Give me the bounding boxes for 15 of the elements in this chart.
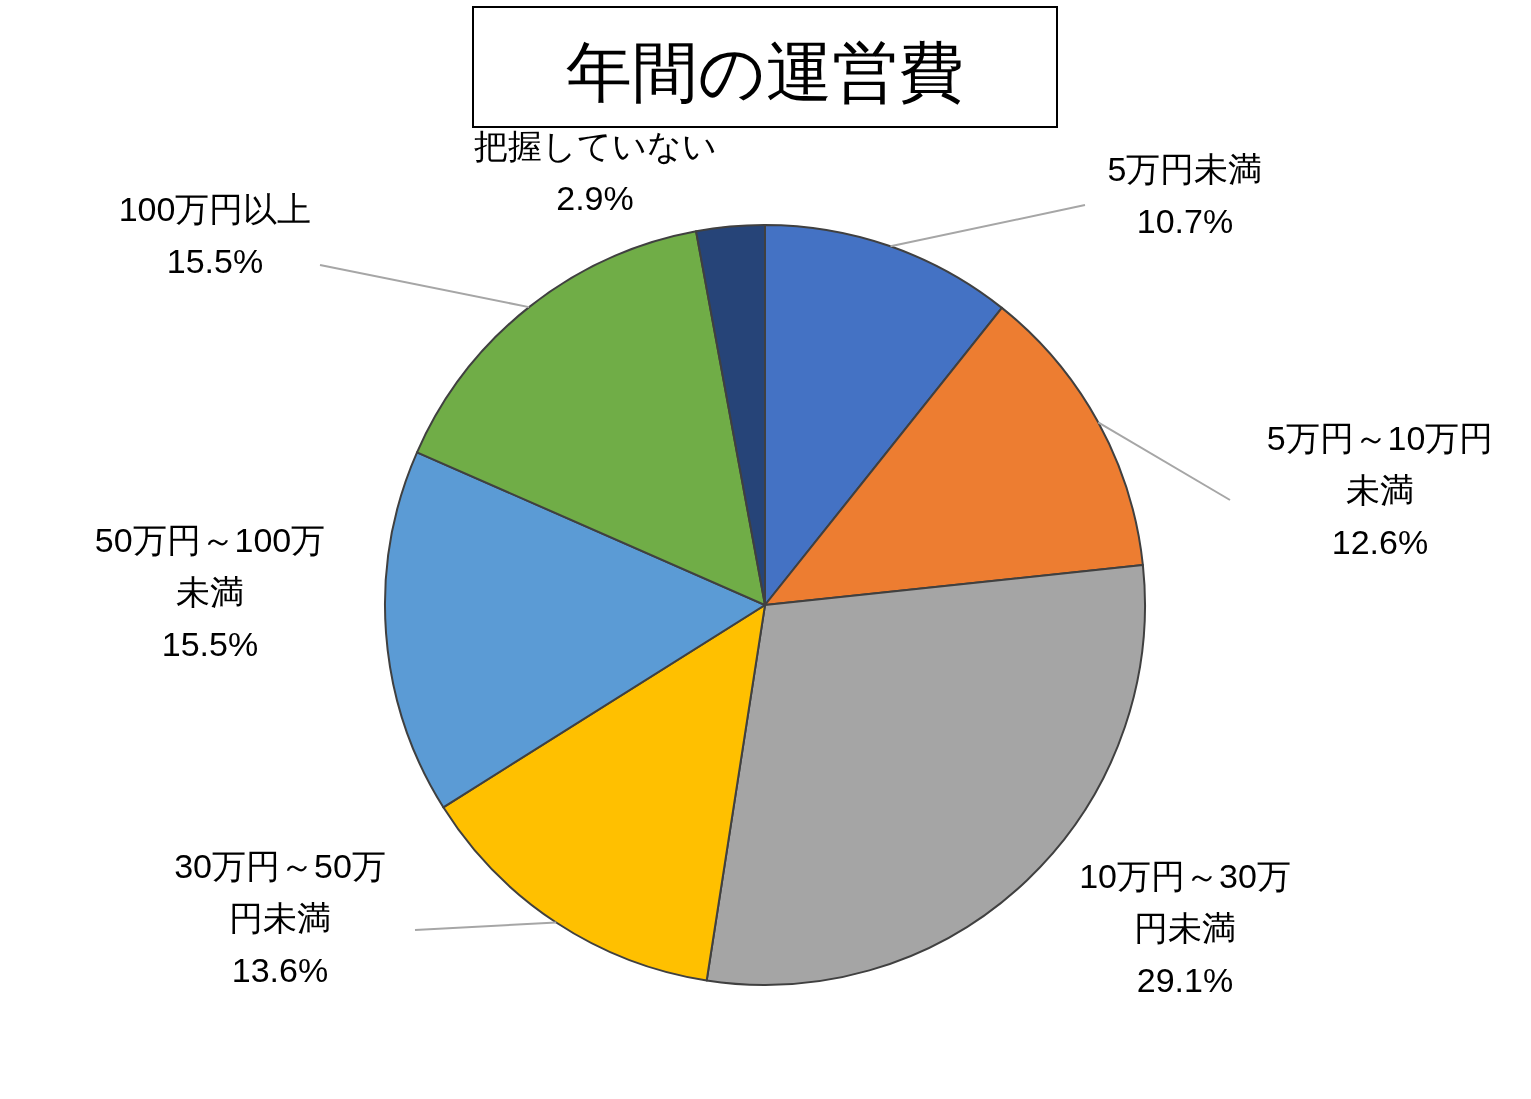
data-label: 15.5%: [161, 625, 259, 663]
data-label: 2.9%: [556, 179, 634, 217]
slice-label: 50万円～100万未満: [94, 521, 326, 611]
data-label: 13.6%: [231, 951, 329, 989]
slice-label: 100万円以上: [118, 190, 312, 228]
data-label: 10.7%: [1136, 202, 1234, 240]
slice-label: 把握していない: [473, 127, 717, 165]
slice-label: 10万円～30万円未満: [1079, 857, 1291, 947]
data-label: 15.5%: [166, 242, 264, 280]
data-label: 29.1%: [1136, 961, 1234, 999]
slice-label: 5万円～10万円未満: [1266, 419, 1494, 509]
slice-label: 5万円未満: [1107, 150, 1263, 188]
chart-title: 年間の運営費: [566, 35, 964, 109]
slice-label: 30万円～50万円未満: [174, 847, 386, 937]
data-label: 12.6%: [1331, 523, 1429, 561]
